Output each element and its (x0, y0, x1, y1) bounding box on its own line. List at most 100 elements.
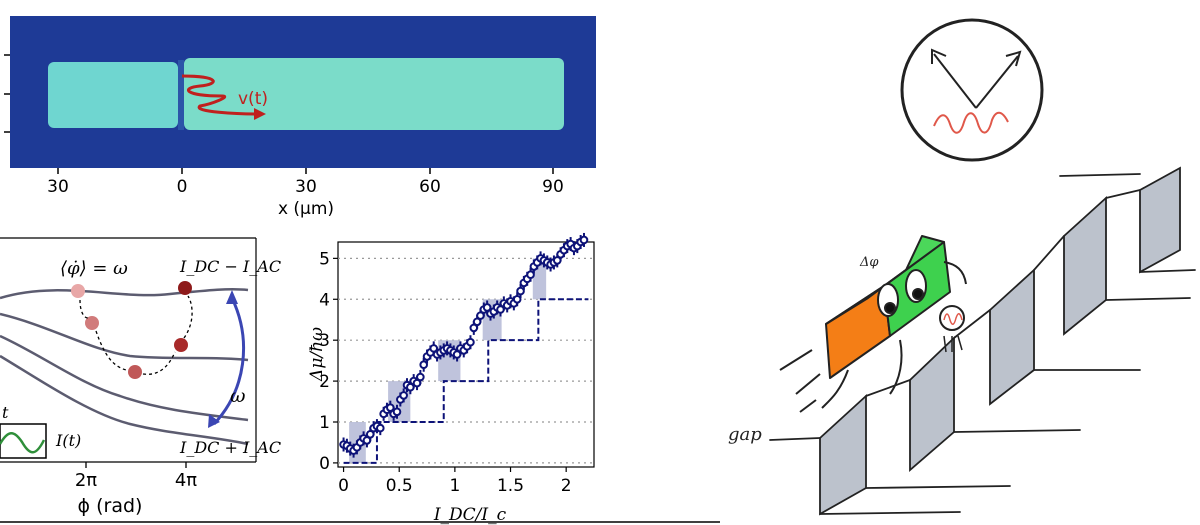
data-point (466, 337, 475, 347)
phase-particle (174, 338, 188, 352)
avg-phase-label: ⟨φ̇⟩ = ω (60, 258, 128, 279)
x-tick-label: 0.5 (386, 476, 413, 496)
phase-particle (128, 365, 142, 379)
condensate-left-region (48, 62, 178, 128)
arm (943, 261, 967, 285)
y-tick-label: 5 (319, 249, 330, 269)
hand-sketch (943, 335, 963, 353)
v-arrow-right-head (1005, 50, 1022, 67)
velocity-arrowhead (254, 108, 266, 120)
hop-arrow (95, 330, 127, 371)
x-axis-label: x (µm) (278, 199, 334, 219)
leg-left (821, 369, 849, 409)
x-tick-label: 1 (449, 476, 460, 496)
phase-particle (71, 284, 85, 298)
staircase-line (343, 298, 589, 464)
cartoon-panel: Δφ gap (728, 18, 1196, 516)
data-point (416, 372, 425, 382)
condensate-right-region (184, 58, 564, 130)
stair-riser (1139, 166, 1181, 274)
drive-wave (0, 432, 46, 454)
v-arrow-left-head (931, 48, 947, 64)
omega-label: ω (230, 385, 246, 407)
y-tick-label: 4 (319, 290, 330, 310)
potential-curve-middle (0, 312, 249, 362)
x-tick-label: 30 (47, 177, 69, 197)
y-tick-label: 3 (319, 331, 330, 351)
chart-y-ticks: 0 1 2 3 4 5 (319, 249, 338, 474)
hop-arrow (142, 351, 176, 375)
right-block-top (883, 235, 945, 287)
data-point (512, 294, 522, 304)
badge-wave (943, 313, 963, 325)
x-tick-label: 90 (542, 177, 564, 197)
condensate-image-panel: v(t) 30 0 30 60 90 x (µm) (4, 16, 596, 219)
potential-curve-lower (0, 334, 249, 422)
speed-line (795, 373, 821, 395)
velocity-label: v(t) (238, 89, 268, 109)
chart-frame (337, 241, 595, 468)
block-character (779, 235, 967, 413)
data-point (579, 235, 589, 245)
potential-panel: ω ⟨φ̇⟩ = ω I_DC − I_AC I_DC + I_AC t I(t… (0, 237, 281, 517)
stair-riser (989, 267, 1035, 406)
pupil-right (912, 288, 924, 300)
x-tick-label: 30 (295, 177, 317, 197)
data-point (516, 286, 525, 296)
chart-x-label: I_DC/I_c (433, 505, 507, 525)
omega-arrow (212, 297, 245, 426)
x-tick-label: 60 (419, 177, 441, 197)
drive-inset (0, 423, 47, 459)
hop-arrow (79, 299, 89, 319)
x-tick-label: 2 (561, 476, 572, 496)
current-label-bottom: I_DC + I_AC (179, 438, 281, 457)
data-point (526, 270, 535, 280)
chart-bands (349, 258, 547, 463)
data-point (399, 391, 408, 400)
chart-x-ticks: 0 0.5 1 1.5 2 (338, 467, 572, 496)
barrier-line (178, 60, 184, 130)
stair-riser (1063, 195, 1107, 336)
shapiro-chart: 0 1 2 3 4 5 0 0.5 1 1.5 2 Δμ/ħω I_DC/I_c (307, 232, 595, 525)
chart-y-label: Δμ/ħω (307, 327, 327, 382)
omega-arrowhead-bottom (208, 414, 220, 428)
y-tick-label: 0 (319, 454, 330, 474)
x-tick-label: 1.5 (497, 476, 524, 496)
v-arrow-left (933, 53, 977, 109)
drive-label: I(t) (55, 431, 81, 450)
y-tick-label: 2 (319, 372, 330, 392)
data-point (419, 360, 429, 370)
staircase (769, 166, 1196, 516)
y-tick-label: 1 (319, 413, 330, 433)
speed-line (799, 399, 817, 413)
stair-riser (819, 393, 867, 516)
chart-points (339, 232, 589, 458)
data-point (375, 423, 385, 433)
phase-particle (85, 316, 99, 330)
x-tick-label: 0 (338, 476, 349, 496)
leg-right (889, 339, 903, 395)
photon-wave-icon (933, 111, 1009, 134)
phase-particle (178, 281, 192, 295)
potential-curve-bottom (0, 354, 249, 446)
omega-arrowhead-top (226, 290, 238, 304)
clock-circle (900, 18, 1044, 162)
gap-label: gap (728, 424, 762, 445)
stair-riser (909, 335, 955, 472)
x-axis-label: ϕ (rad) (78, 495, 143, 517)
drive-time-label: t (2, 403, 9, 422)
delta-phi-label: Δφ (859, 255, 879, 270)
pupil-left (884, 302, 896, 314)
x-tick-label: 0 (177, 177, 188, 197)
hop-arrow (183, 295, 193, 339)
current-label-top: I_DC − I_AC (179, 257, 281, 276)
data-point (392, 407, 402, 417)
velocity-arrow (181, 74, 257, 116)
x-tick-label: 2π (75, 470, 97, 491)
chart-staircase (343, 298, 589, 464)
speed-line (779, 349, 813, 371)
potential-curve-top (0, 287, 249, 300)
v-arrow-right (975, 55, 1019, 109)
clock-badge (939, 305, 965, 331)
